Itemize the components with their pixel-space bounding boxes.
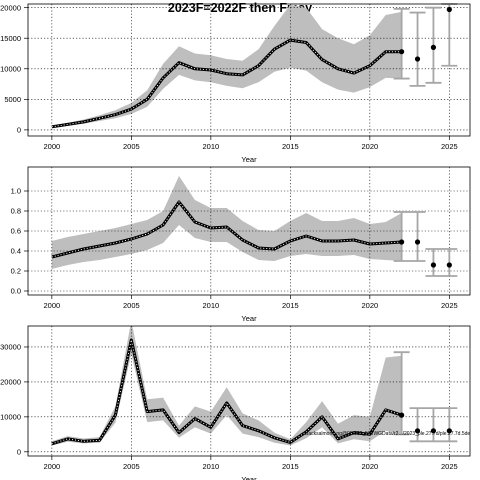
projection-point <box>414 428 421 434</box>
y-tick-label: 10000 <box>0 64 21 73</box>
projection-point <box>399 239 405 245</box>
y-tick-label: 30000 <box>0 343 21 352</box>
x-tick-label: 2005 <box>123 301 140 310</box>
x-tick-label: 2015 <box>282 142 299 151</box>
x-tick-label: 2000 <box>44 301 61 310</box>
footnote-text: Backsalmon...ng@05.002_NWWGData/r2.../20… <box>305 431 470 437</box>
x-axis-title: Year <box>241 475 257 480</box>
plot-frame <box>27 325 471 457</box>
y-tick-label: 5000 <box>4 95 21 104</box>
x-tick-label: 2010 <box>202 142 219 151</box>
projection-point <box>446 262 452 268</box>
y-tick-label: 20000 <box>0 3 21 12</box>
panel-middle: 2000 2005 2010 2015 2020 2025 0.0 0.2 0.4 0.6 0.8 1… <box>11 166 471 323</box>
panel-bottom: 2000 2005 2010 2015 2020 2025 0 10000 20000 30000… <box>0 325 471 480</box>
projection-point <box>430 428 437 434</box>
x-tick-label: 2010 <box>202 462 219 471</box>
y-tick-label: 20000 <box>0 378 21 387</box>
x-tick-label: 2015 <box>282 301 299 310</box>
series-line <box>51 200 402 259</box>
plot-frame <box>27 3 471 137</box>
y-tick-label: 10000 <box>0 413 21 422</box>
projection-point <box>414 239 421 245</box>
x-tick-label: 2025 <box>441 462 458 471</box>
y-tick-label: 0.8 <box>11 207 21 216</box>
series-line-dots <box>51 339 402 445</box>
figure-title: 2023F=2022F then Fmsy <box>168 1 312 15</box>
projection-point <box>399 412 405 418</box>
x-tick-label: 2015 <box>282 462 299 471</box>
projection-point <box>446 6 452 13</box>
projection-point <box>399 49 405 55</box>
x-tick-label: 2010 <box>202 301 219 310</box>
x-tick-label: 2005 <box>123 142 140 151</box>
x-tick-label: 2005 <box>123 462 140 471</box>
projection-point <box>414 56 421 62</box>
panel-top: 2000 2005 2010 2015 2020 2025 0 5000 10000 15000 2… <box>0 3 471 164</box>
y-tick-label: 0.0 <box>11 287 21 296</box>
x-tick-label: 2025 <box>441 301 458 310</box>
y-tick-label: 1.0 <box>11 187 21 196</box>
y-tick-label: 0 <box>17 448 21 457</box>
confidence-band <box>51 176 402 269</box>
projection-point <box>430 262 437 268</box>
x-tick-label: 2025 <box>441 142 458 151</box>
series-line-dots <box>51 39 402 128</box>
x-tick-label: 2000 <box>44 462 61 471</box>
x-axis-title: Year <box>241 155 257 164</box>
confidence-band <box>51 326 402 446</box>
x-axis-title: Year <box>241 314 257 323</box>
confidence-band <box>51 4 402 128</box>
y-tick-label: 0 <box>17 126 21 135</box>
y-tick-label: 15000 <box>0 34 21 43</box>
projection-point <box>430 44 437 50</box>
y-tick-label: 0.4 <box>11 247 21 256</box>
x-tick-label: 2020 <box>361 301 378 310</box>
y-tick-label: 0.6 <box>11 227 21 236</box>
x-tick-label: 2020 <box>361 142 378 151</box>
y-tick-label: 0.2 <box>11 267 21 276</box>
x-tick-label: 2020 <box>361 462 378 471</box>
projection-point <box>446 428 452 434</box>
x-tick-label: 2000 <box>44 142 61 151</box>
